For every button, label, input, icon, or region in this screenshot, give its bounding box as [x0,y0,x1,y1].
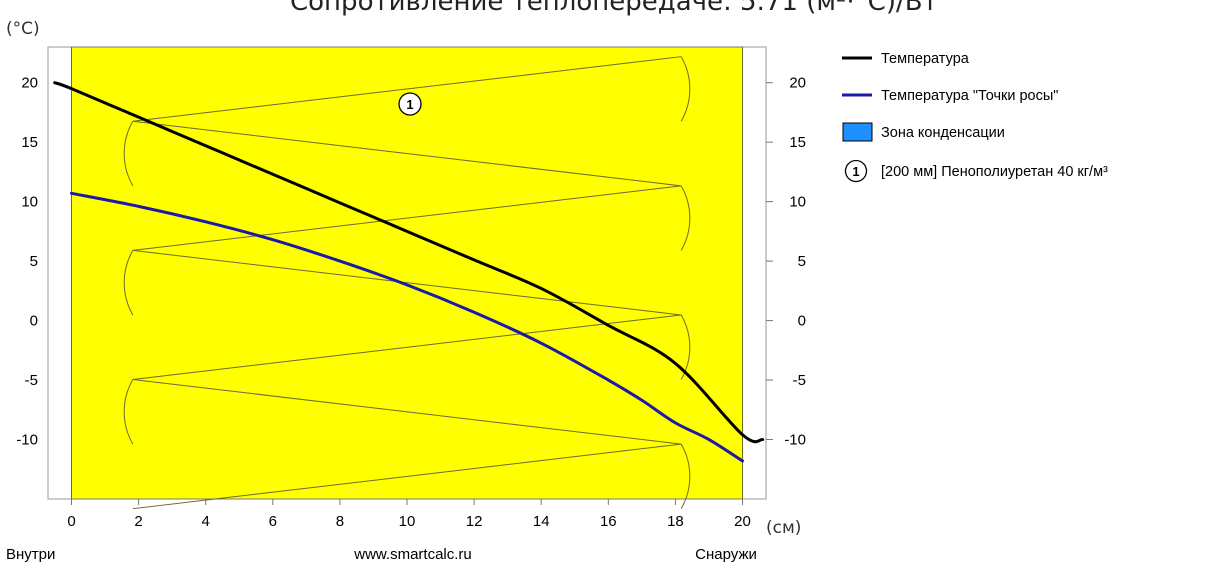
y-unit-label: (°С) [6,19,40,39]
y-tick-label-left: 0 [30,313,38,330]
footer-outside: Снаружи [695,546,757,563]
legend-label-condensation: Зона конденсации [881,125,1005,141]
x-tick-label: 14 [533,513,550,530]
series-temperature-line [53,81,765,444]
legend-marker-number: 1 [852,164,859,179]
y-tick-label-right: 15 [789,134,806,151]
hatch-loop [123,121,134,187]
chart-title: Сопротивление теплопередаче: 5.71 (м²·°С… [290,0,938,17]
y-tick-label-right: -5 [793,372,806,389]
x-tick-label: 2 [134,513,142,530]
hatch-loop [123,250,134,316]
legend-item-dew-point: Температура "Точки росы" [842,88,1058,104]
footer-site: www.smartcalc.ru [353,546,472,563]
hatch-loop [680,443,691,509]
y-tick-label-right: 0 [798,313,806,330]
x-tick-label: 16 [600,513,617,530]
x-tick-label: 10 [399,513,416,530]
y-tick-label-left: -5 [25,372,38,389]
condensation-swatch [842,122,873,142]
y-tick-label-left: 5 [30,253,38,270]
y-tick-label-left: 20 [21,75,38,92]
hatch-loop [123,379,134,445]
y-axis-left: 20 15 10 5 0 -5 -10 [16,75,38,449]
hatch-loop [680,185,691,251]
y-tick-label-left: 10 [21,194,38,211]
y-tick-label-left: 15 [21,134,38,151]
y-tick-label-left: -10 [16,432,38,449]
layer-marker-label: 1 [406,97,413,112]
legend-label-temperature: Температура [881,51,970,67]
legend-item-temperature: Температура [842,51,970,67]
series-group [53,81,765,463]
footer-inside: Внутри [6,546,55,563]
x-tick-label: 20 [734,513,751,530]
x-tick-label: 4 [202,513,210,530]
x-axis: 0 2 4 6 8 10 12 14 16 18 20 [67,499,751,530]
y-tick-label-right: 5 [798,253,806,270]
hatch-loop [680,56,691,122]
legend-item-layer: 1 [200 мм] Пенополиуретан 40 кг/м³ [844,159,1108,183]
legend-label-dew-point: Температура "Точки росы" [881,88,1058,104]
legend-label-layer: [200 мм] Пенополиуретан 40 кг/м³ [881,164,1108,180]
x-tick-label: 8 [336,513,344,530]
legend-item-condensation: Зона конденсации [842,122,1005,142]
insulation-layer [70,46,744,500]
x-tick-label: 6 [269,513,277,530]
y-tick-label-right: 20 [789,75,806,92]
x-tick-label: 12 [466,513,483,530]
series-dew-point-line [69,191,745,463]
y-axis-right: 20 15 10 5 0 -5 -10 [766,75,806,449]
legend: Температура Температура "Точки росы" Зон… [842,51,1108,183]
y-tick-label-right: 10 [789,194,806,211]
x-unit-label: (см) [766,518,801,538]
y-tick-label-right: -10 [784,432,806,449]
insulation-hatch [70,47,744,510]
layer-marker: 1 [398,92,422,116]
hatch-zigzag [132,56,682,510]
x-tick-label: 18 [667,513,684,530]
x-tick-label: 0 [67,513,75,530]
